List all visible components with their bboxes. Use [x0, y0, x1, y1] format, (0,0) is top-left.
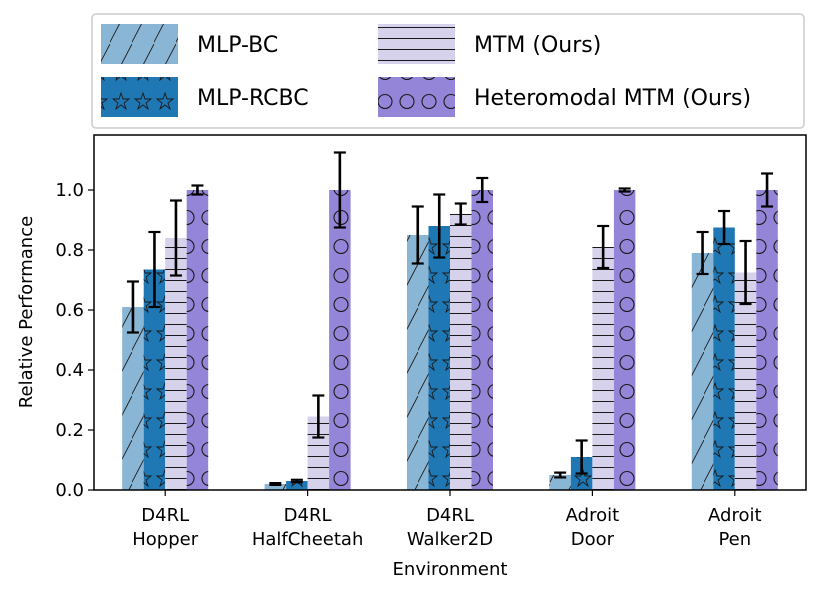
- bar-hatch: [471, 190, 493, 490]
- x-tick-label: D4RL: [284, 505, 332, 526]
- error-bar: [312, 394, 325, 439]
- legend-swatch-hatch: [378, 24, 455, 64]
- error-bar: [597, 224, 610, 270]
- bar: [592, 247, 614, 490]
- bar: [165, 238, 187, 490]
- x-tick-label: Pen: [718, 529, 751, 550]
- bar-hatch: [307, 416, 330, 490]
- x-tick-label: Walker2D: [407, 529, 493, 550]
- legend-label: MLP-RCBC: [197, 86, 309, 111]
- bar-hatch: [613, 190, 636, 490]
- y-tick-label: 0.8: [55, 240, 84, 261]
- legend-item: Heteromodal MTM (Ours): [378, 77, 751, 117]
- bar-hatch: [549, 475, 571, 490]
- bar: [286, 481, 308, 490]
- y-tick-label: 1.0: [55, 180, 84, 201]
- y-tick-label: 0.4: [55, 360, 84, 381]
- legend-item: MLP-BC: [101, 24, 278, 64]
- error-bar: [191, 184, 204, 196]
- error-bar: [696, 230, 709, 276]
- bar: [549, 475, 571, 490]
- x-tick-label: D4RL: [426, 505, 474, 526]
- legend: MLP-BC MLP-RCBC MTM (Ours) Heteromodal MTM …: [91, 13, 805, 129]
- bar: [734, 272, 757, 490]
- bar: [471, 190, 493, 490]
- bar: [450, 214, 472, 490]
- legend-label: Heteromodal MTM (Ours): [474, 86, 751, 111]
- y-tick-label: 0.0: [55, 480, 84, 501]
- bar-hatch: [143, 269, 166, 490]
- x-tick-label: Adroit: [566, 505, 620, 526]
- legend-swatch-hatch: [378, 77, 455, 117]
- bar: [264, 484, 287, 490]
- error-bar: [333, 151, 346, 229]
- bar-hatch: [592, 247, 614, 490]
- error-bar: [148, 230, 161, 309]
- bar-hatch: [713, 227, 735, 490]
- error-bar: [411, 205, 424, 265]
- error-bar: [290, 478, 303, 484]
- error-bar: [718, 209, 731, 246]
- bar-hatch: [734, 272, 757, 490]
- x-tick-label: Door: [571, 529, 615, 550]
- bar: [428, 226, 450, 490]
- bar-hatch: [329, 190, 351, 490]
- legend-frame: [91, 13, 805, 129]
- error-bar: [618, 187, 631, 193]
- bar: [122, 307, 144, 490]
- legend-label: MTM (Ours): [474, 33, 601, 58]
- bar: [691, 253, 714, 490]
- legend-item: MLP-RCBC: [101, 77, 309, 117]
- bar: [143, 269, 166, 490]
- error-bar: [739, 239, 752, 306]
- y-axis-label: Relative Performance: [16, 216, 37, 408]
- bar-hatch: [286, 481, 308, 490]
- legend-item: MTM (Ours): [378, 24, 601, 64]
- bar: [756, 190, 778, 490]
- bar: [713, 227, 735, 490]
- bar-hatch: [186, 190, 209, 490]
- legend-label: MLP-BC: [197, 33, 278, 58]
- error-bar: [169, 199, 182, 277]
- bar-hatch: [264, 484, 287, 490]
- bar-hatch: [122, 307, 144, 490]
- x-tick-label: Adroit: [708, 505, 762, 526]
- x-tick-label: D4RL: [141, 505, 189, 526]
- x-axis-label: Environment: [393, 559, 508, 580]
- error-bar: [126, 280, 139, 334]
- bar-hatch: [428, 226, 450, 490]
- bar: [186, 190, 209, 490]
- x-tick-label: HalfCheetah: [252, 529, 364, 550]
- error-bar: [269, 482, 282, 486]
- bar: [613, 190, 636, 490]
- bar-hatch: [407, 235, 429, 490]
- legend-swatch-hatch: [101, 77, 178, 117]
- bar-hatch: [691, 253, 714, 490]
- x-tick-label: Hopper: [132, 529, 198, 550]
- y-tick-label: 0.2: [55, 420, 84, 441]
- error-bar: [761, 172, 774, 208]
- bar-hatch: [756, 190, 778, 490]
- legend-swatch-hatch: [101, 24, 178, 64]
- error-bar: [433, 193, 446, 259]
- error-bar: [575, 439, 588, 475]
- error-bar: [454, 202, 467, 226]
- bar: [329, 190, 351, 490]
- bar-hatch: [450, 214, 472, 490]
- y-tick-label: 0.6: [55, 300, 84, 321]
- error-bar: [554, 471, 567, 479]
- error-bar: [476, 176, 489, 204]
- bar: [307, 416, 330, 490]
- bar-hatch: [165, 238, 187, 490]
- bar: [407, 235, 429, 490]
